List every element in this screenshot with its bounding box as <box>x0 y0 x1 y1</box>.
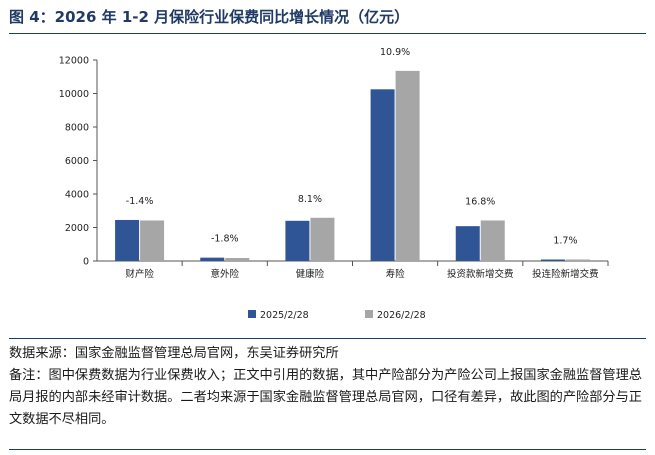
bar <box>565 259 590 261</box>
y-tick-label: 4000 <box>65 190 89 201</box>
x-category-label: 财产险 <box>125 268 154 280</box>
figure-title: 图 4：2026 年 1-2 月保险行业保费同比增长情况（亿元） <box>9 8 410 26</box>
bar <box>310 217 335 261</box>
bar <box>540 259 565 261</box>
x-category-label: 健康险 <box>296 268 325 280</box>
y-tick-label: 6000 <box>65 156 89 167</box>
growth-label: -1.8% <box>211 234 239 245</box>
legend-swatch <box>365 310 373 318</box>
growth-label: 1.7% <box>553 236 577 247</box>
legend-swatch <box>248 310 256 318</box>
title-rule <box>9 33 646 34</box>
bar <box>225 257 250 261</box>
y-tick-label: 10000 <box>59 89 89 100</box>
y-tick-label: 12000 <box>59 56 89 67</box>
x-category-label: 寿险 <box>386 268 406 280</box>
footer-rule <box>9 449 646 450</box>
x-category-label: 投资款新增交费 <box>447 268 514 280</box>
growth-label: 10.9% <box>380 47 410 58</box>
growth-label: 16.8% <box>465 196 495 207</box>
notes-block: 数据来源：国家金融监督管理总局官网，东吴证券研究所 备注：图中保费数据为行业保费… <box>9 343 649 431</box>
remark-note: 备注：图中保费数据为行业保费收入；正文中引用的数据，其中产险部分为产险公司上报国… <box>9 368 642 427</box>
bar-chart: 0 2000 4000 6000 8000 10000 12000 财产险 -1.4% 意外险 -1… <box>59 47 609 321</box>
x-category-label: 投连险新增交费 <box>532 268 599 280</box>
growth-label: 8.1% <box>298 194 322 205</box>
bar <box>395 70 420 261</box>
y-tick-label: 8000 <box>65 123 89 134</box>
bar <box>200 257 225 261</box>
chart-bottom-rule <box>9 338 646 339</box>
data-source-note: 数据来源：国家金融监督管理总局官网，东吴证券研究所 <box>9 346 339 361</box>
y-tick-label: 0 <box>83 257 89 268</box>
bar <box>455 226 480 261</box>
bar <box>285 220 310 261</box>
bar <box>140 220 165 261</box>
bar <box>370 89 395 261</box>
y-tick-label: 2000 <box>65 223 89 234</box>
bar <box>115 219 140 261</box>
x-category-label: 意外险 <box>210 268 239 280</box>
legend-label: 2025/2/28 <box>260 310 309 321</box>
legend-label: 2026/2/28 <box>377 310 426 321</box>
bar <box>480 220 505 261</box>
growth-label: -1.4% <box>126 196 154 207</box>
